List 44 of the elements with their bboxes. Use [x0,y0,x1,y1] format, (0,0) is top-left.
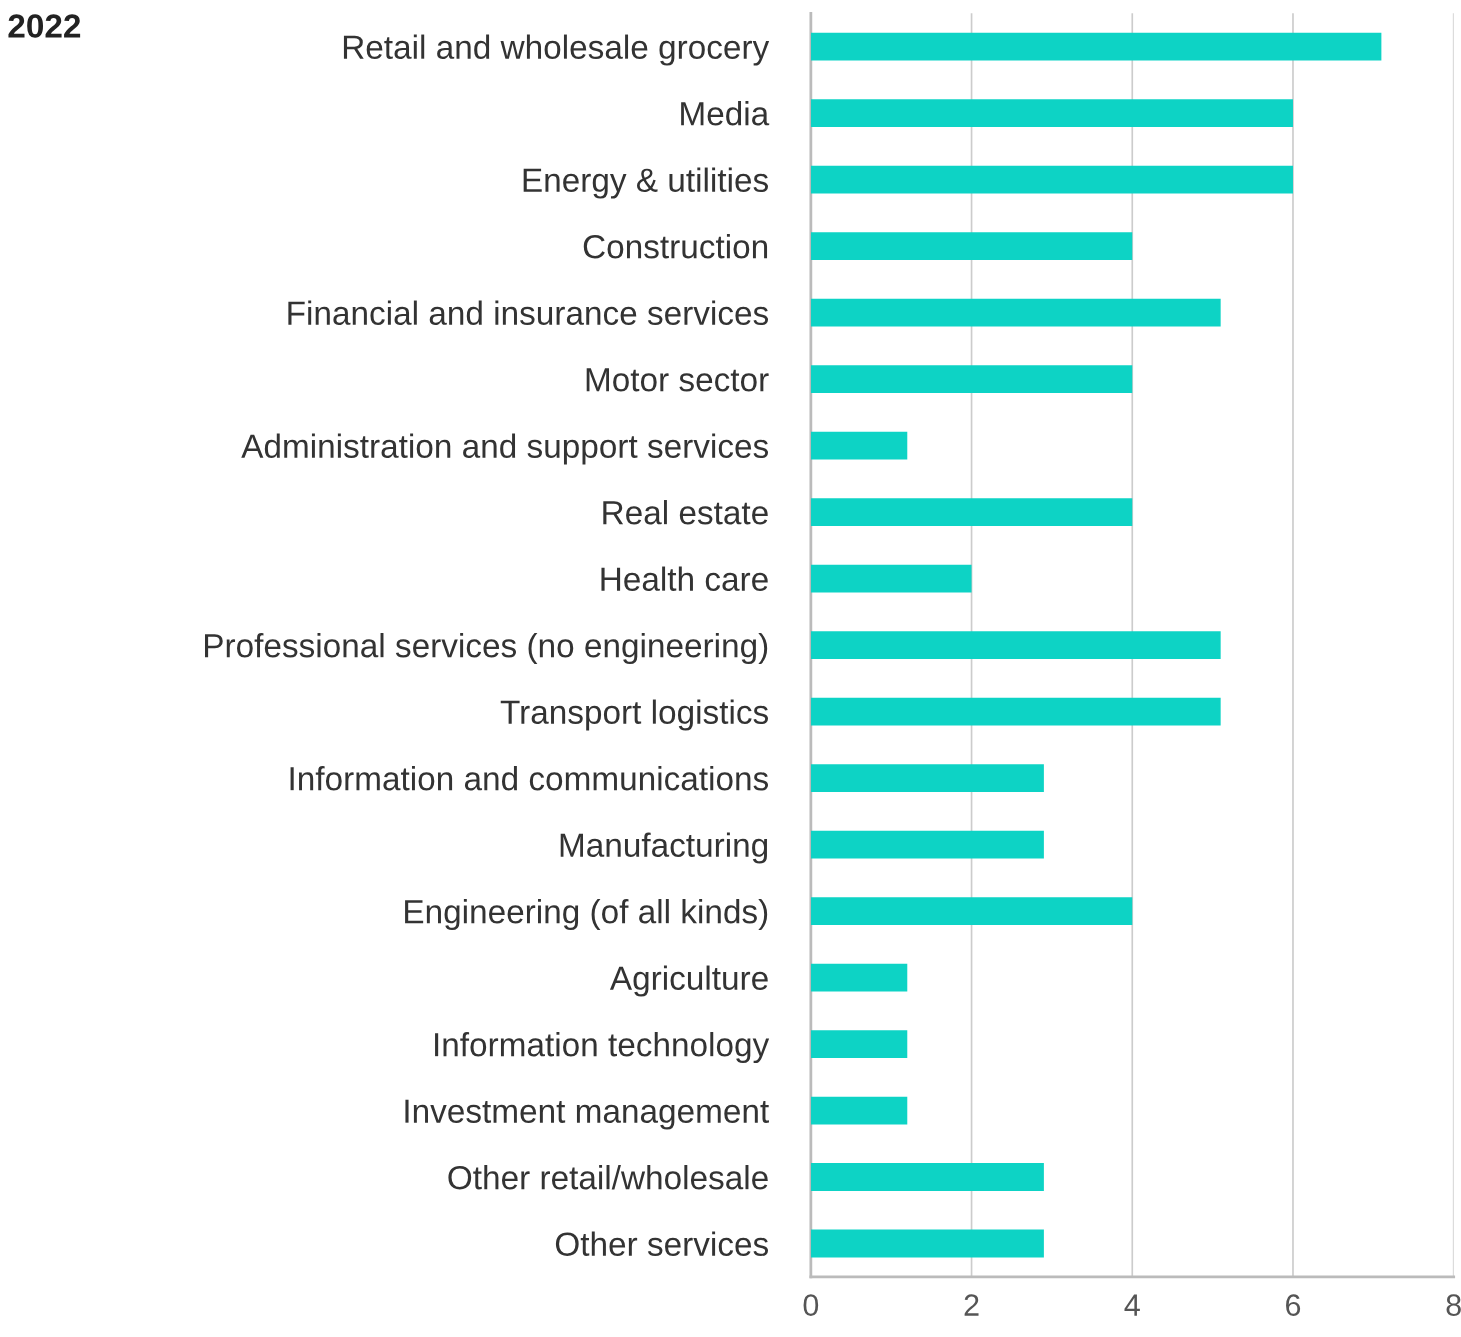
y-tick-label: Professional services (no engineering) [205,633,768,665]
bar [810,564,972,593]
bar [810,431,908,460]
bar [810,830,1044,859]
bar [810,764,1044,793]
bar [810,32,1382,61]
text: 2022 [8,14,81,38]
y-tick-label: Health care [601,566,768,592]
bar [810,165,1293,194]
bar [810,365,1133,394]
x-tick-label: 6 [1286,1294,1301,1316]
y-tick-label: Transport logistics [500,699,768,731]
y-tick-label: Administration and support services [241,433,769,465]
bar [810,298,1221,327]
bar [810,99,1293,128]
y-tick-label: Media [681,101,770,126]
y-tick-label: Real estate [603,500,768,525]
y-tick-label: Manufacturing [560,832,768,864]
y-tick-label: Agriculture [609,965,768,997]
bar [810,1030,908,1059]
y-tick-label: Motor sector [586,368,769,392]
x-tick-label: 0 [803,1294,819,1316]
y-tick-label: Financial and insurance services [288,300,769,326]
y-tick-label: Information and communications [290,766,769,791]
x-tick-label: 2 [964,1294,979,1316]
bar [810,1096,908,1125]
bar [810,631,1221,660]
x-tick-label: 8 [1446,1294,1461,1316]
y-tick-label: Energy & utilities [523,167,768,199]
x-tick-label: 4 [1124,1294,1140,1316]
y-tick-label: Other retail/wholesale [448,1165,768,1190]
bar [810,498,1133,527]
bar [810,897,1133,926]
bar [810,697,1221,726]
bar [810,1229,1044,1258]
y-tick-label: Retail and wholesale grocery [343,34,770,66]
y-tick-label: Other services [555,1231,768,1256]
y-tick-label: Engineering (of all kinds) [405,899,768,931]
y-tick-label: Construction [583,234,768,259]
bar [810,963,908,992]
bar [810,232,1133,261]
y-tick-label: Information technology [435,1032,770,1064]
bar [810,1163,1044,1192]
y-tick-label: Investment management [405,1099,769,1130]
